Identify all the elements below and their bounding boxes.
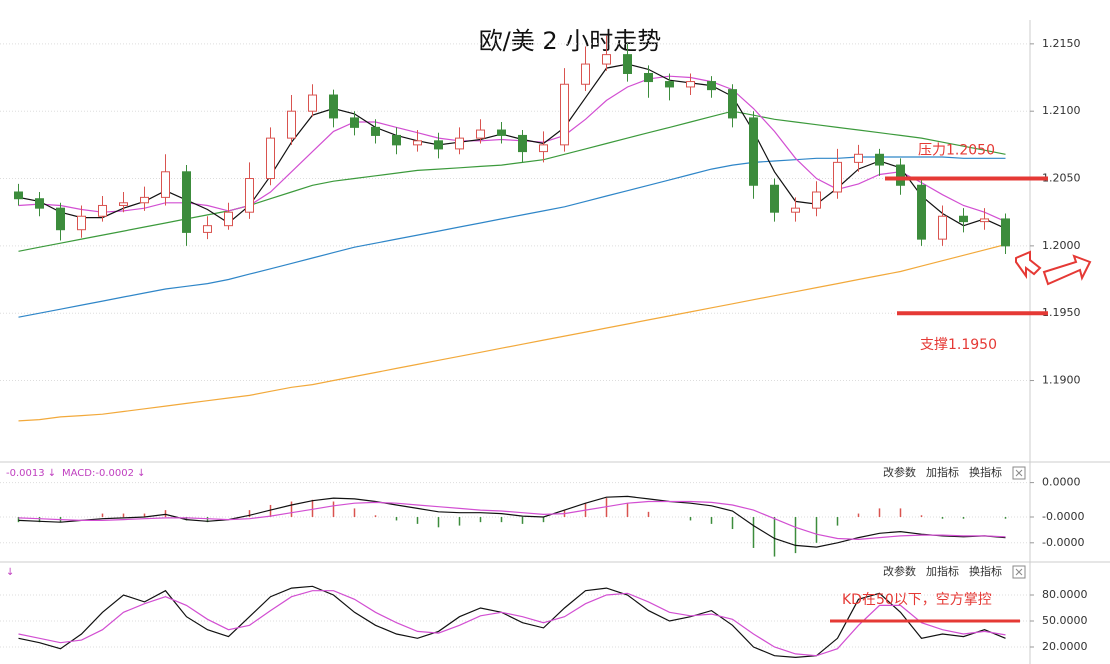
y-tick-label: 1.1900 [1042,374,1081,387]
candle-body [854,153,863,163]
toolbar-button[interactable]: 加指标 [926,564,959,578]
candle-body [917,184,926,240]
y-tick-label: 50.0000 [1042,614,1088,627]
candle-body [161,171,170,198]
y-tick-label: 20.0000 [1042,640,1088,653]
candle-body [371,126,380,136]
candle-body [476,129,485,139]
close-icon [1015,469,1023,477]
candle-body [980,218,989,223]
chart-title: 欧/美 2 小时走势 [479,27,662,55]
candle-body [560,83,569,146]
candle-body [413,140,422,146]
y-tick-label: 1.1950 [1042,306,1081,319]
candle-body [749,117,758,186]
candle-body [140,196,149,204]
candle-body [329,94,338,119]
candle-body [623,54,632,74]
candle-body [455,137,464,150]
level-label: 支撑1.1950 [920,337,997,353]
candle-body [245,178,254,213]
candle-body [770,184,779,213]
candle-body [224,211,233,227]
candle-body [938,215,947,240]
candle-body [182,171,191,233]
candle-body [308,94,317,112]
candle-body [707,81,716,91]
indicator-header: -0.0013 ↓ [6,468,56,479]
toolbar-button[interactable]: 换指标 [969,465,1002,479]
candle-body [665,81,674,88]
toolbar-button[interactable]: 改参数 [883,465,916,479]
toolbar-button[interactable]: 换指标 [969,564,1002,578]
y-tick-label: -0.0000 [1042,510,1084,523]
candle-body [497,129,506,136]
candle-body [896,164,905,186]
indicator-line [18,590,1006,657]
level-label: 压力1.2050 [918,143,995,159]
candle-body [392,134,401,146]
candle-body [266,137,275,180]
toolbar-button[interactable]: 改参数 [883,564,916,578]
y-tick-label: 1.2000 [1042,239,1081,252]
toolbar-button[interactable]: 加指标 [926,465,959,479]
candle-body [686,81,695,88]
close-icon [1015,568,1023,576]
candle-body [98,204,107,217]
candle-body [56,207,65,231]
candle-body [77,215,86,231]
candle-body [539,144,548,153]
candle-body [434,140,443,150]
y-tick-label: 1.2150 [1042,37,1081,50]
candle-body [602,54,611,65]
trend-arrows [1015,250,1092,286]
candle-body [287,110,296,139]
candle-body [203,225,212,233]
candle-body [875,153,884,166]
indicator-header: ↓ [6,567,14,578]
indicator-header: MACD:-0.0002 ↓ [62,468,146,479]
candle-body [959,215,968,223]
candle-body [119,202,128,206]
y-tick-label: -0.0000 [1042,536,1084,549]
arrow-down [1015,250,1042,280]
indicator-line [18,495,1006,548]
level-label: KD在50以下，空方掌控 [842,592,992,608]
candle-body [1001,218,1010,247]
candle-body [350,117,359,128]
y-tick-label: 0.0000 [1042,476,1081,489]
y-tick-label: 1.2050 [1042,172,1081,185]
indicator-line [18,243,1006,422]
candle-body [644,72,653,83]
candle-body [812,191,821,209]
y-tick-label: 80.0000 [1042,588,1088,601]
indicator-line [18,156,1006,318]
candle-body [791,207,800,213]
candle-body [833,161,842,193]
indicator-line [18,585,1006,659]
candle-body [14,191,23,200]
candle-body [581,63,590,85]
candle-body [35,198,44,209]
indicator-line [18,500,1006,541]
arrow-right [1042,254,1092,286]
candle-body [728,89,737,119]
candle-body [518,134,527,153]
y-tick-label: 1.2100 [1042,104,1081,117]
